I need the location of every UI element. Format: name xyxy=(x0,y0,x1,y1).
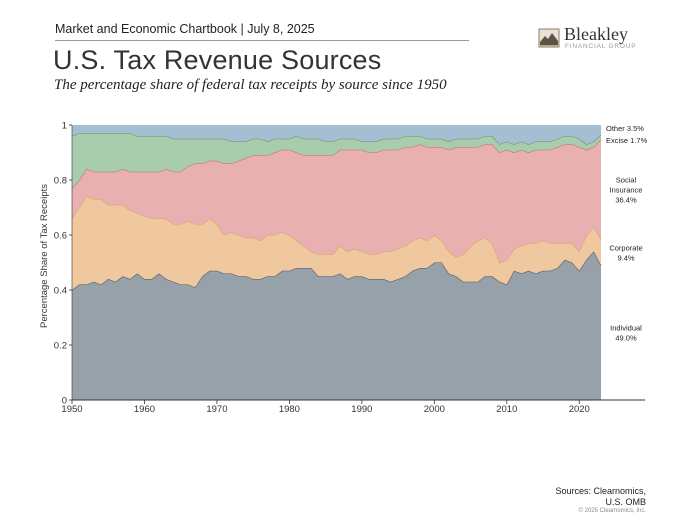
page-subtitle: The percentage share of federal tax rece… xyxy=(54,77,447,93)
page-title: U.S. Tax Revenue Sources xyxy=(53,45,382,75)
chartbook-header: Market and Economic Chartbook | July 8, … xyxy=(55,22,315,36)
series-label-excise: Excise 1.7% xyxy=(606,136,648,145)
x-tick-label: 2010 xyxy=(496,404,517,415)
area-corporate xyxy=(72,196,601,290)
series-label-other: Other 3.5% xyxy=(606,124,644,133)
logo-subtitle: FINANCIAL GROUP xyxy=(565,43,637,50)
y-tick-label: 0.8 xyxy=(54,176,67,187)
header-rule xyxy=(55,40,469,41)
x-tick-label: 1980 xyxy=(279,404,300,415)
series-labels: Individual 49.0% Corporate 9.4% Social Insura… xyxy=(606,124,648,343)
logo-mark-icon xyxy=(538,28,560,48)
tick-labels: 1950 1960 1970 1980 1990 2000 2010 2020 0 0.2 0.4 0… xyxy=(54,121,590,416)
y-tick-label: 0.6 xyxy=(54,231,67,242)
area-excise xyxy=(72,133,601,189)
series-label-social-insurance: Social Insurance 36.4% xyxy=(610,175,643,204)
series-label-individual: Individual 49.0% xyxy=(610,324,642,343)
x-tick-label: 1960 xyxy=(134,404,155,415)
area-individual xyxy=(72,251,601,400)
bleakley-logo: Bleakley FINANCIAL GROUP xyxy=(538,24,648,52)
area-layers xyxy=(71,125,602,400)
y-axis-label: Percentage Share of Tax Receipts xyxy=(39,184,50,328)
area-social-insurance xyxy=(72,139,601,263)
y-tick-label: 1 xyxy=(62,121,67,132)
sources-line-1: Sources: Clearnomics, xyxy=(555,486,646,496)
y-tick-label: 0.2 xyxy=(54,341,67,352)
area-other xyxy=(72,125,601,145)
y-tick-label: 0 xyxy=(62,396,67,407)
x-tick-label: 2000 xyxy=(424,404,445,415)
logo-name: Bleakley xyxy=(564,24,628,44)
x-tick-label: 1990 xyxy=(351,404,372,415)
sources-note: Sources: Clearnomics, U.S. OMB xyxy=(555,486,646,508)
axis-lines xyxy=(71,125,645,401)
y-tick-label: 0.4 xyxy=(54,286,67,297)
x-tick-label: 1950 xyxy=(61,404,82,415)
sources-line-2: U.S. OMB xyxy=(605,497,646,507)
series-label-corporate: Corporate 9.4% xyxy=(609,243,642,262)
x-tick-label: 2020 xyxy=(569,404,590,415)
x-tick-label: 1970 xyxy=(206,404,227,415)
copyright-note: © 2025 Clearnomics, Inc. xyxy=(578,508,646,514)
